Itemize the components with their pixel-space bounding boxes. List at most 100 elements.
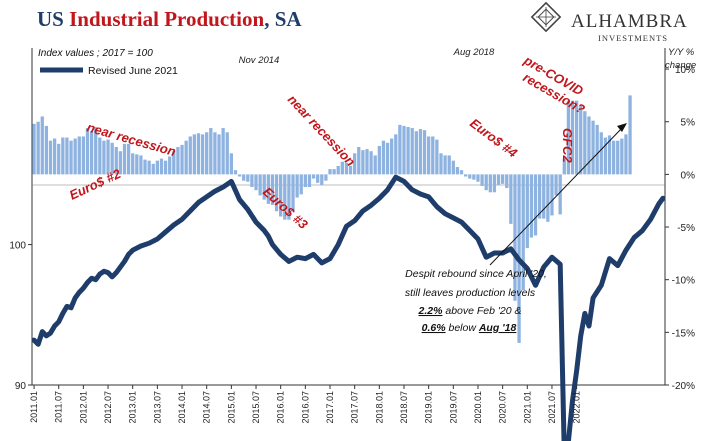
yoy-bar <box>85 128 90 175</box>
callout-value-below: 0.6% <box>422 322 447 334</box>
yoy-bar <box>77 136 81 175</box>
yoy-bar <box>155 160 160 175</box>
yoy-bar <box>168 156 172 175</box>
yoy-bar <box>455 167 460 175</box>
yoy-bar <box>398 124 402 175</box>
yoy-bar <box>361 150 365 175</box>
yoy-bar <box>283 174 287 220</box>
yoy-bar <box>332 169 336 175</box>
yoy-bar <box>110 142 114 175</box>
yoy-bar <box>414 131 418 175</box>
yoy-bar <box>131 153 135 175</box>
yoy-bar <box>365 149 369 175</box>
yoy-bar <box>118 151 123 175</box>
yoy-bar <box>562 158 566 175</box>
right-axis-ticks: 10% 5% 0% -5% -10% -15% -20% <box>665 65 695 392</box>
yoy-bar <box>184 140 188 175</box>
yoy-bar <box>570 100 575 175</box>
x-tick-label: 2017.01 <box>325 391 335 424</box>
callout-text-above: above Feb '20 & <box>442 305 521 317</box>
line-layer <box>31 174 666 441</box>
yoy-bar <box>225 132 229 175</box>
yoy-bar <box>192 134 197 175</box>
yoy-bar <box>492 174 497 193</box>
yoy-bar <box>217 134 221 175</box>
yoy-bar <box>52 138 57 175</box>
yoy-bar <box>36 121 40 175</box>
chart-title: US Industrial Production, SA <box>37 7 302 31</box>
yoy-bar <box>307 174 312 188</box>
yoy-bar <box>558 174 562 215</box>
left-tick-label: 90 <box>15 381 27 392</box>
right-tick-label: -15% <box>672 328 695 339</box>
yoy-bar <box>587 116 591 175</box>
yoy-bar <box>94 126 98 175</box>
x-tick-label: 2011.01 <box>29 391 39 423</box>
yoy-bar <box>410 128 414 175</box>
callout-arrow <box>489 123 627 266</box>
x-tick-label: 2012.07 <box>103 391 113 424</box>
yoy-bar <box>229 153 233 175</box>
yoy-bar <box>501 174 505 184</box>
yoy-bar <box>554 174 558 196</box>
yoy-bar <box>435 139 439 175</box>
left-tick-label: 100 <box>9 241 26 252</box>
yoy-bar <box>542 174 546 219</box>
yoy-bar <box>509 174 513 224</box>
right-tick-label: -20% <box>672 381 695 392</box>
yoy-bar <box>73 138 77 175</box>
yoy-bar <box>89 131 94 175</box>
yoy-bar <box>488 174 492 193</box>
yoy-bar <box>213 132 217 175</box>
right-tick-label: 10% <box>675 65 695 76</box>
yoy-bar <box>205 132 209 175</box>
right-axis-title-line1: Y/Y % <box>668 47 695 58</box>
callout-line-2: still leaves production levels <box>405 287 536 299</box>
yoy-bar <box>106 139 110 175</box>
yoy-bar <box>447 155 451 175</box>
yoy-bar <box>279 174 283 217</box>
yoy-bar <box>200 134 205 175</box>
yoy-bar <box>61 137 65 175</box>
left-axis-ticks: 90 100 <box>9 241 32 392</box>
yoy-bar <box>550 174 554 216</box>
yoy-bar <box>525 174 529 249</box>
yoy-bar <box>320 174 324 185</box>
yoy-bar <box>65 137 69 175</box>
x-tick-label: 2013.07 <box>152 391 162 424</box>
yoy-bar <box>266 174 270 204</box>
x-tick-label: 2015.07 <box>251 391 261 424</box>
yoy-bar <box>44 125 49 175</box>
legend-label: Revised June 2021 <box>88 65 178 77</box>
x-tick-label: 2017.07 <box>350 391 360 424</box>
yoy-bar <box>114 146 118 175</box>
title-part-3: , SA <box>264 7 302 31</box>
yoy-bar <box>340 161 344 175</box>
yoy-bar <box>147 160 151 175</box>
yoy-bar <box>209 128 213 175</box>
yoy-bar <box>172 151 176 175</box>
yoy-bar <box>484 174 488 191</box>
yoy-bar <box>537 174 542 219</box>
x-tick-label: 2019.01 <box>424 391 434 424</box>
yoy-bar <box>451 160 455 175</box>
yoy-bar <box>81 136 86 175</box>
title-part-2: Industrial Production <box>69 7 264 31</box>
yoy-bar <box>274 174 279 212</box>
yoy-bar <box>295 174 299 198</box>
yoy-bar <box>311 174 316 179</box>
yoy-bar <box>242 174 246 181</box>
yoy-bar <box>574 100 579 175</box>
x-tick-label: 2016.01 <box>276 391 286 424</box>
yoy-bar <box>385 142 390 175</box>
yoy-bar <box>406 126 410 175</box>
alhambra-logo: ALHAMBRA INVESTMENTS <box>530 1 687 43</box>
yoy-bar <box>620 138 624 175</box>
x-tick-label: 2014.01 <box>177 391 187 424</box>
peak-label-aug-2018: Aug 2018 <box>453 47 495 58</box>
yoy-bar <box>233 170 238 175</box>
yoy-bar <box>303 174 307 188</box>
x-tick-label: 2018.07 <box>399 391 409 424</box>
yoy-bar <box>579 105 583 175</box>
